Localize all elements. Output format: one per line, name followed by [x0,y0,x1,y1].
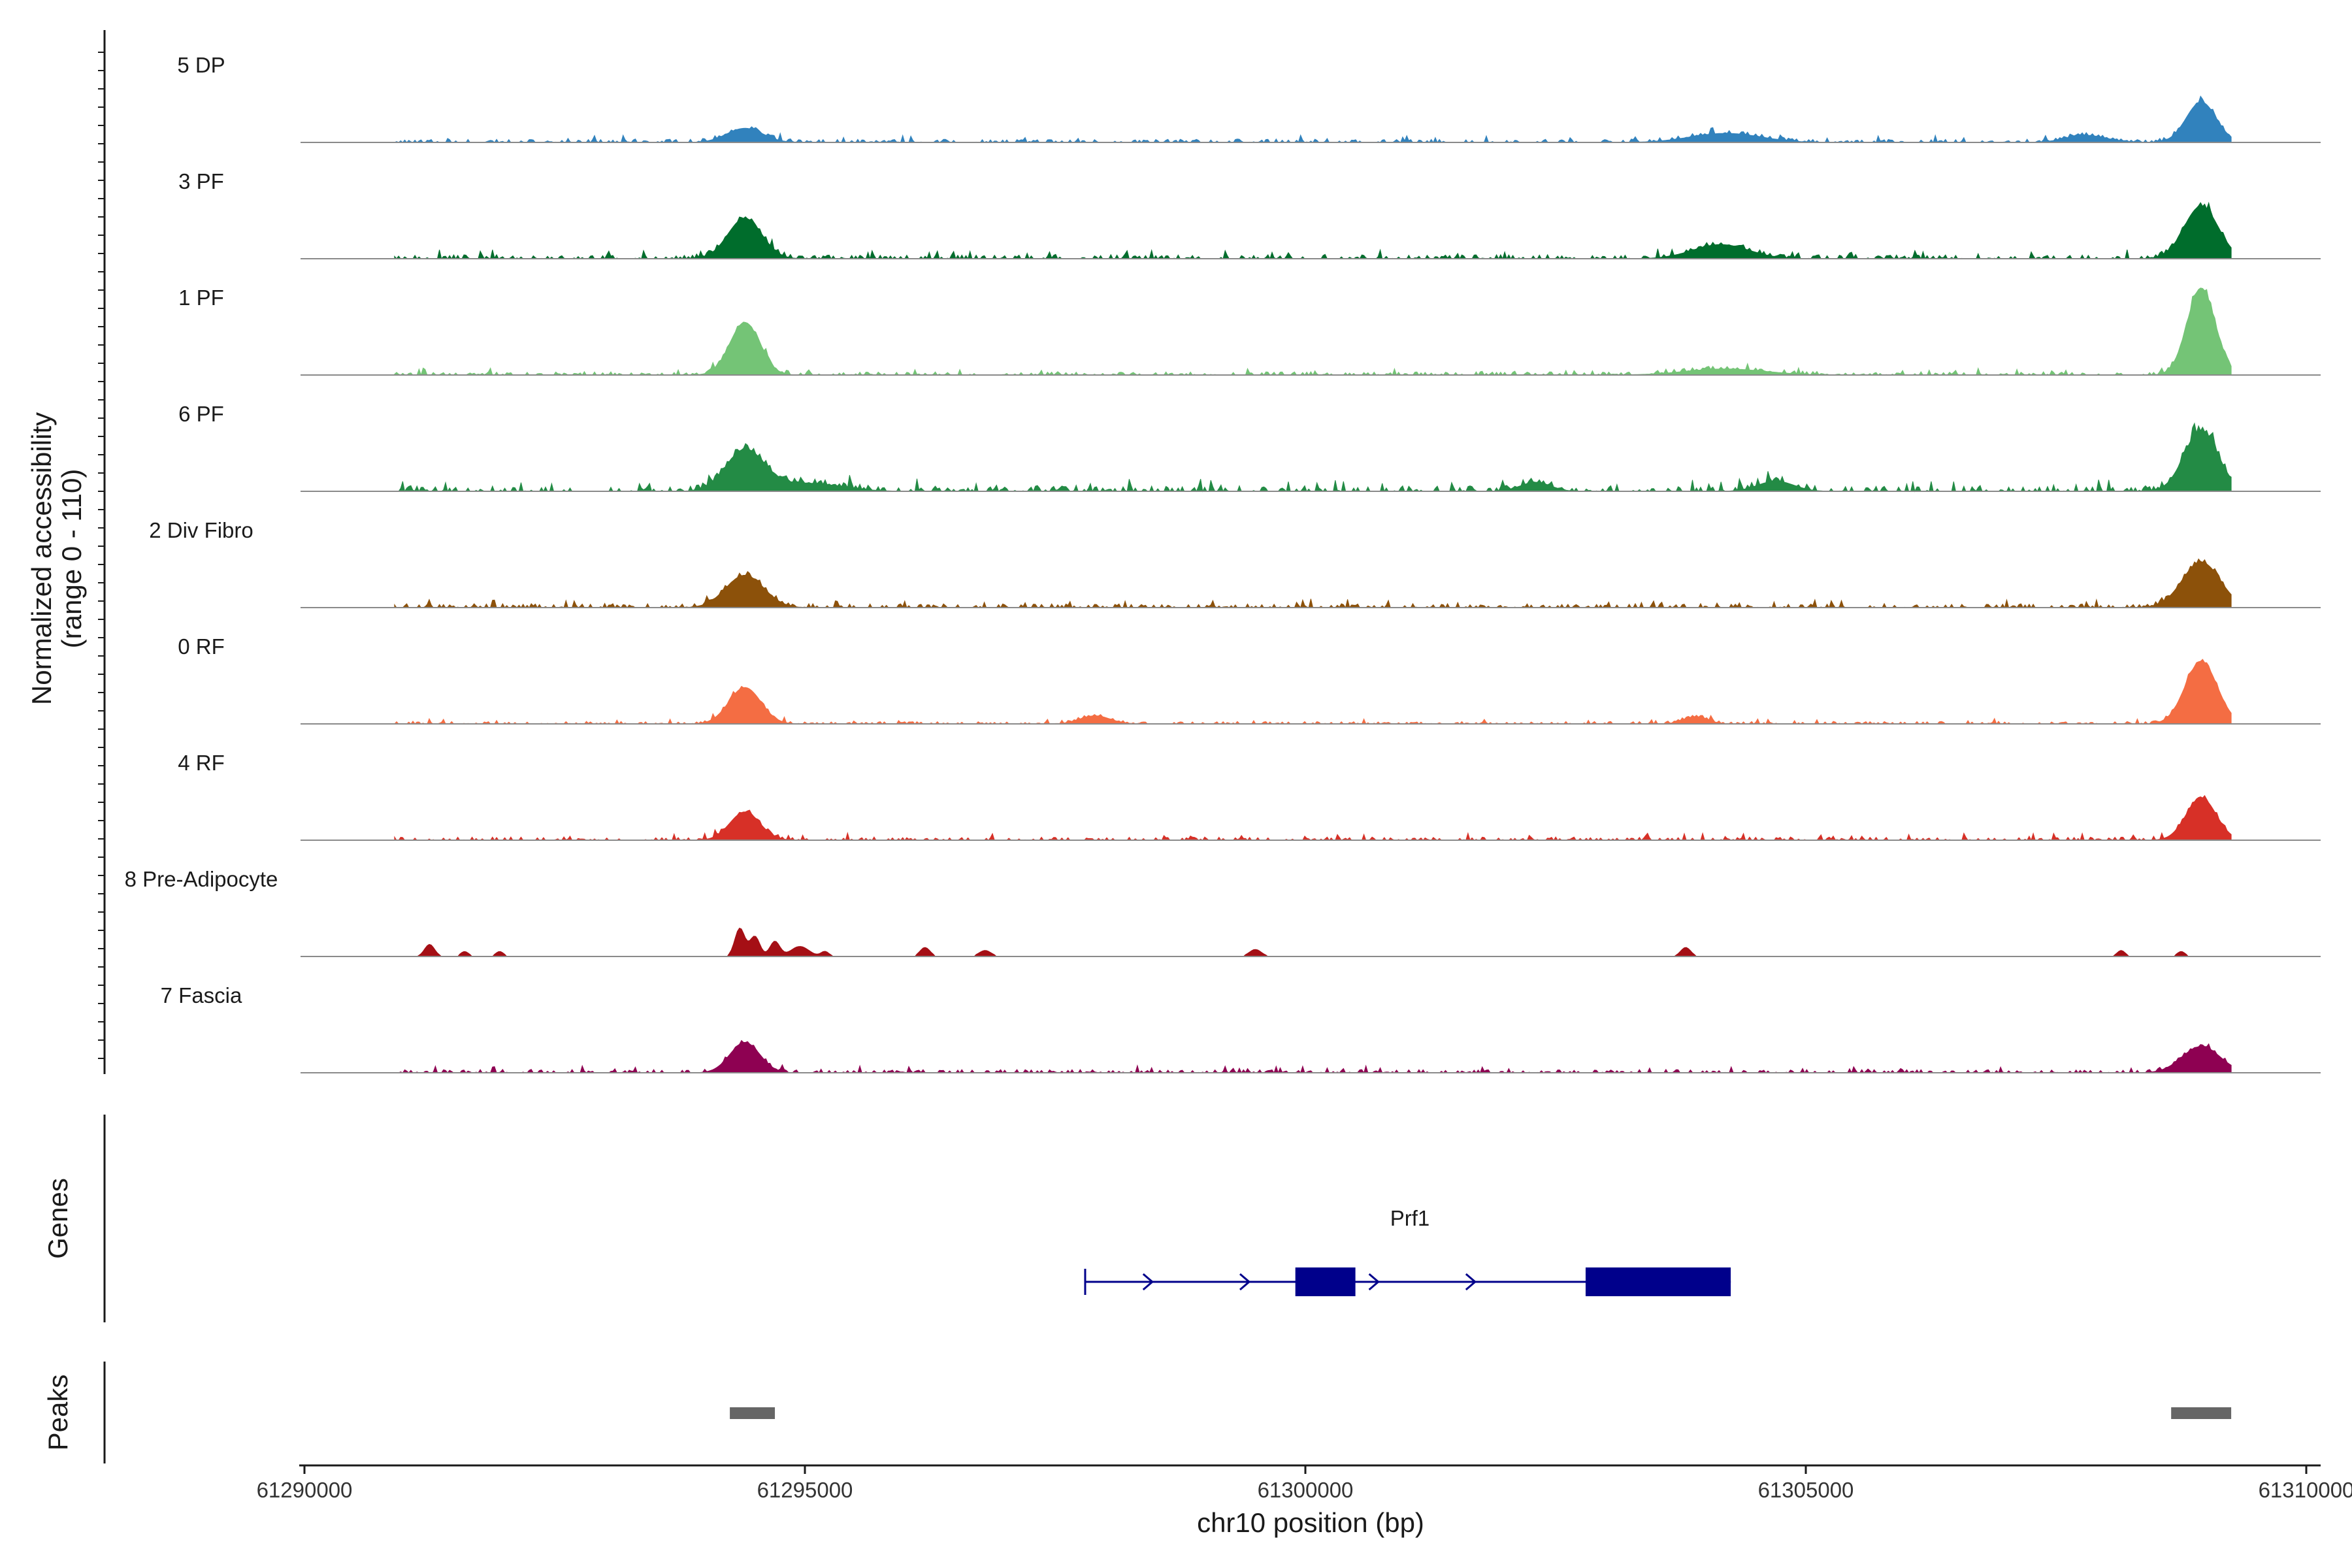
track-7-fascia: 7 Fascia [161,983,2321,1074]
coverage-tracks: 5 DP 3 PF 1 PF 6 PF 2 Div Fibro 0 RF 4 RF 8 Pre… [125,53,2321,1074]
x-tick-label: 61305000 [1758,1478,1854,1502]
genes-track-label: Genes [42,1178,73,1259]
genes-track [103,1115,1731,1322]
coverage-area [394,558,2232,609]
track-label: 6 PF [178,402,224,426]
coverage-area [394,422,2232,493]
track-5-dp: 5 DP [177,53,2321,144]
gene-name-label: Prf1 [1390,1206,1430,1230]
track-6-pf: 6 PF [178,402,2321,493]
strand-arrow [1368,1273,1380,1291]
track-label: 1 PF [178,286,224,310]
coverage-area [394,1039,2232,1074]
x-tick-label: 61295000 [757,1478,853,1502]
x-axis: 61290000 61295000 61300000 61305000 61310000 [257,1464,2352,1502]
track-3-pf: 3 PF [178,169,2321,260]
x-axis-title: chr10 position (bp) [1197,1507,1424,1538]
track-label: 4 RF [178,751,225,775]
strand-arrow [1465,1273,1477,1291]
coverage-area [393,659,2232,725]
track-label: 5 DP [177,53,225,77]
track-8-pre-adipocyte: 8 Pre-Adipocyte [125,867,2321,957]
peak-region [2171,1407,2232,1419]
coverage-area [394,201,2232,260]
track-label: 2 Div Fibro [149,518,253,542]
peaks-track-label: Peaks [42,1375,73,1451]
peak-region [730,1407,776,1419]
strand-arrow [1239,1273,1251,1291]
x-tick-label: 61310000 [2259,1478,2352,1502]
gene-exon [1295,1267,1356,1296]
track-0-rf: 0 RF [178,634,2321,725]
coverage-area [394,927,2232,957]
y-axis [98,30,106,1074]
track-label: 7 Fascia [161,983,242,1007]
coverage-area [394,95,2232,144]
x-tick-label: 61300000 [1258,1478,1354,1502]
strand-arrow [1142,1273,1154,1291]
gene-exon [1585,1267,1731,1296]
coverage-area [394,287,2232,376]
track-2-div-fibro: 2 Div Fibro [149,518,2321,609]
coverage-area [394,794,2232,841]
track-4-rf: 4 RF [178,751,2321,841]
track-1-pf: 1 PF [178,286,2321,376]
track-label: 0 RF [178,634,225,659]
y-axis-title: Normalized accessibility [26,412,57,705]
peaks-track [103,1362,2232,1463]
track-label: 3 PF [178,169,224,193]
y-axis-range-label: (range 0 - 110) [56,469,87,649]
track-label: 8 Pre-Adipocyte [125,867,278,891]
x-tick-label: 61290000 [257,1478,353,1502]
